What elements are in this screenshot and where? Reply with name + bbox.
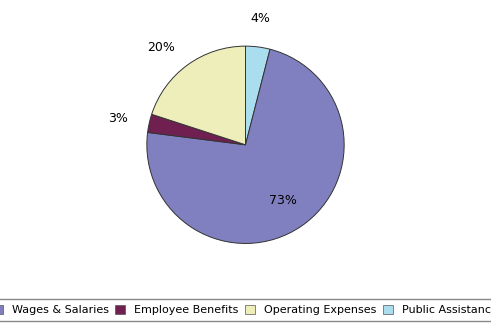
Text: 4%: 4% bbox=[250, 12, 271, 25]
Text: 73%: 73% bbox=[269, 194, 297, 207]
Text: 20%: 20% bbox=[147, 41, 175, 54]
Legend: Wages & Salaries, Employee Benefits, Operating Expenses, Public Assistance: Wages & Salaries, Employee Benefits, Ope… bbox=[0, 299, 491, 321]
Wedge shape bbox=[152, 46, 246, 145]
Text: 3%: 3% bbox=[108, 112, 128, 125]
Wedge shape bbox=[147, 49, 344, 243]
Wedge shape bbox=[246, 46, 270, 145]
Wedge shape bbox=[148, 114, 246, 145]
